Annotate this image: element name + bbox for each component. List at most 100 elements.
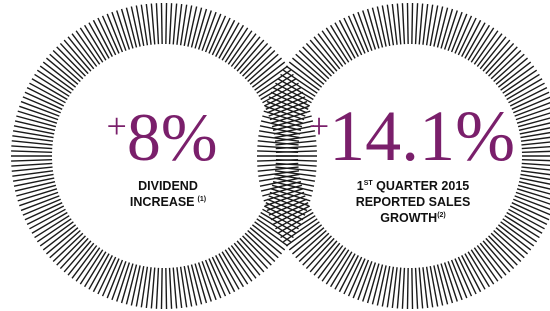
- infographic: +8% DIVIDEND INCREASE(1) +14.1% 1ST QUAR…: [0, 0, 550, 311]
- ring-tick: [402, 3, 404, 44]
- ring-tick: [510, 88, 547, 106]
- ring-tick: [50, 230, 81, 257]
- stat-number: 14.1%: [329, 96, 515, 176]
- ring-tick: [299, 51, 329, 79]
- ring-tick: [306, 238, 334, 268]
- stat-label-text: INCREASE: [130, 195, 195, 209]
- ring-tick: [494, 230, 525, 257]
- ring-tick: [161, 268, 162, 309]
- ring-tick: [397, 4, 400, 45]
- ring-tick: [248, 54, 279, 81]
- ring-tick: [521, 167, 550, 171]
- ring-tick: [12, 141, 53, 145]
- footnote: (2): [437, 212, 446, 219]
- ring-tick: [57, 47, 86, 76]
- ring-tick: [491, 51, 521, 79]
- ring-tick: [296, 230, 327, 257]
- stat-label-text: QUARTER 2015: [373, 179, 470, 193]
- ring-tick: [248, 230, 279, 257]
- ring-tick: [170, 3, 172, 44]
- ring-tick: [296, 54, 327, 81]
- ring-tick: [310, 241, 337, 272]
- ring-tick: [412, 268, 413, 309]
- ring-tick: [60, 238, 88, 268]
- ring-tick: [188, 7, 197, 47]
- stat-label: REPORTED SALES: [356, 195, 471, 209]
- ring-tick: [520, 131, 550, 138]
- ring-tick: [151, 4, 154, 45]
- ring-tick: [161, 3, 162, 44]
- ring-tick: [98, 257, 116, 294]
- ring-tick: [407, 3, 408, 44]
- ring-tick: [14, 178, 54, 186]
- ring-tick: [12, 167, 53, 171]
- ring-tick: [483, 40, 510, 71]
- ring-tick: [522, 160, 550, 161]
- ring-tick: [11, 146, 52, 149]
- ring-tick: [510, 206, 547, 224]
- stat-label-text: 1: [357, 179, 364, 193]
- ring-tick: [166, 268, 167, 309]
- ring-tick: [522, 151, 550, 152]
- ring-tick: [60, 43, 88, 73]
- ring-tick: [243, 236, 272, 265]
- ring-tick: [310, 40, 337, 71]
- ring-tick: [522, 146, 550, 149]
- stat-prefix: +: [309, 106, 329, 146]
- ring-tick: [303, 47, 332, 76]
- ring-tick: [240, 238, 268, 268]
- ring-tick: [15, 121, 55, 130]
- ring-tick: [377, 7, 386, 47]
- ring-tick: [344, 18, 362, 55]
- ring-tick: [458, 257, 476, 294]
- ring-tick: [151, 268, 154, 309]
- ring-tick: [131, 265, 140, 305]
- ring-tick: [299, 233, 329, 261]
- stat-label-text: GROWTH: [380, 211, 437, 225]
- ring-tick: [212, 18, 230, 55]
- ring-tick: [57, 236, 86, 265]
- ring-tick: [412, 3, 413, 44]
- stat-label: INCREASE(1): [130, 195, 206, 209]
- ring-tick: [50, 54, 81, 81]
- ring-tick: [53, 233, 83, 261]
- ring-tick: [156, 268, 158, 309]
- ring-tick: [53, 51, 83, 79]
- ring-tick: [521, 141, 550, 145]
- ring-tick: [27, 206, 64, 224]
- ring-tick: [434, 7, 443, 47]
- ring-tick: [489, 47, 518, 76]
- ring-tick: [303, 236, 332, 265]
- ring-tick: [188, 265, 197, 305]
- stat-label: GROWTH(2): [380, 211, 446, 225]
- ring-tick: [458, 18, 476, 55]
- ring-tick: [237, 241, 264, 272]
- ring-tick: [64, 241, 91, 272]
- ring-tick: [131, 7, 140, 47]
- ring-tick: [243, 47, 272, 76]
- ring-tick: [14, 126, 54, 134]
- ring-tick: [494, 54, 525, 81]
- ring-tick: [64, 40, 91, 71]
- ring-tick: [11, 151, 52, 152]
- ring-tick: [170, 268, 172, 309]
- ring-tick: [173, 4, 176, 45]
- stat-number: 8%: [127, 99, 218, 175]
- ring-tick: [166, 3, 167, 44]
- ring-tick: [434, 265, 443, 305]
- ring-tick: [419, 4, 422, 45]
- ring-tick: [397, 268, 400, 309]
- ring-tick: [402, 268, 404, 309]
- ring-tick: [377, 265, 386, 305]
- ring-tick: [237, 40, 264, 71]
- ring-tick: [486, 238, 514, 268]
- stat-value: +8%: [107, 99, 218, 175]
- ring-tick: [173, 268, 176, 309]
- ring-tick: [245, 233, 275, 261]
- ring-tick: [306, 43, 334, 73]
- ring-tick: [522, 163, 550, 166]
- ring-tick: [407, 268, 408, 309]
- ring-tick: [15, 182, 55, 191]
- ring-tick: [212, 257, 230, 294]
- ring-tick: [419, 268, 422, 309]
